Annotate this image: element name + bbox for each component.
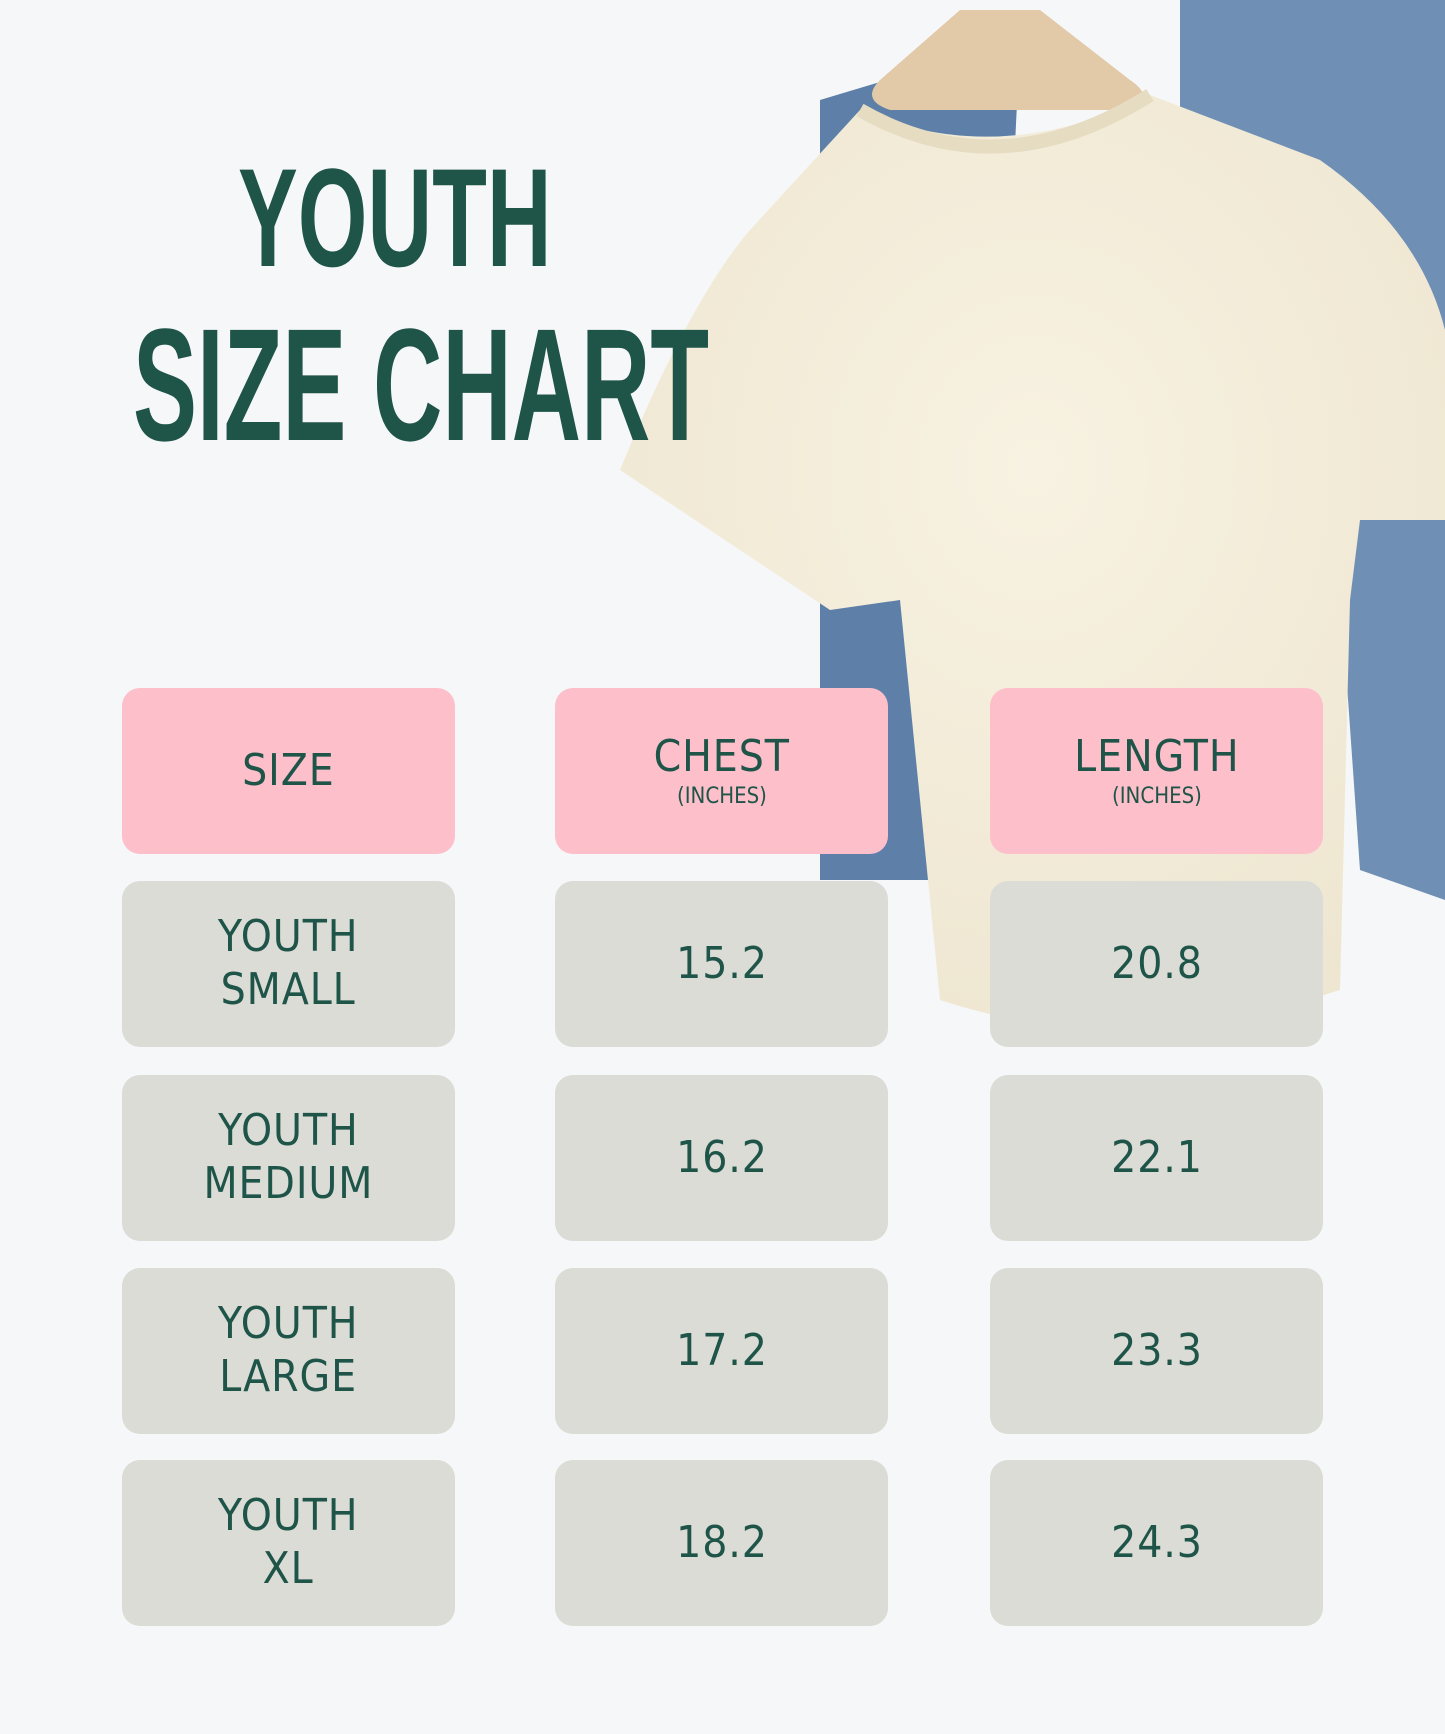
header-chest: CHEST (INCHES) <box>555 688 888 854</box>
size-label: YOUTH XL <box>218 1490 359 1594</box>
tshirt-collar <box>856 89 1154 154</box>
header-label: CHEST <box>653 731 790 783</box>
header-length: LENGTH (INCHES) <box>990 688 1323 854</box>
length-value: 23.3 <box>1110 1324 1203 1376</box>
chest-cell: 18.2 <box>555 1460 888 1626</box>
hanger <box>872 10 1143 110</box>
chest-cell: 16.2 <box>555 1075 888 1241</box>
length-cell: 24.3 <box>990 1460 1323 1626</box>
length-value: 20.8 <box>1110 937 1203 989</box>
header-unit: (INCHES) <box>1111 784 1202 810</box>
chest-value: 17.2 <box>675 1324 768 1376</box>
length-cell: 22.1 <box>990 1075 1323 1241</box>
size-label: YOUTH MEDIUM <box>203 1105 374 1209</box>
length-cell: 23.3 <box>990 1268 1323 1434</box>
size-cell: YOUTH SMALL <box>122 881 455 1047</box>
chest-value: 16.2 <box>675 1131 768 1183</box>
chest-cell: 15.2 <box>555 881 888 1047</box>
chest-value: 15.2 <box>675 937 768 989</box>
chest-cell: 17.2 <box>555 1268 888 1434</box>
size-label: YOUTH LARGE <box>218 1298 359 1402</box>
header-unit: (INCHES) <box>676 784 767 810</box>
chest-value: 18.2 <box>675 1516 768 1568</box>
header-size: SIZE <box>122 688 455 854</box>
size-label: YOUTH SMALL <box>218 911 359 1015</box>
length-value: 24.3 <box>1110 1516 1203 1568</box>
size-cell: YOUTH MEDIUM <box>122 1075 455 1241</box>
length-cell: 20.8 <box>990 881 1323 1047</box>
header-label: LENGTH <box>1073 731 1240 783</box>
title-line-2: SIZE CHART <box>133 295 709 474</box>
size-cell: YOUTH LARGE <box>122 1268 455 1434</box>
header-label: SIZE <box>242 744 335 796</box>
size-cell: YOUTH XL <box>122 1460 455 1626</box>
length-value: 22.1 <box>1110 1131 1203 1183</box>
title-line-1: YOUTH <box>238 139 552 296</box>
